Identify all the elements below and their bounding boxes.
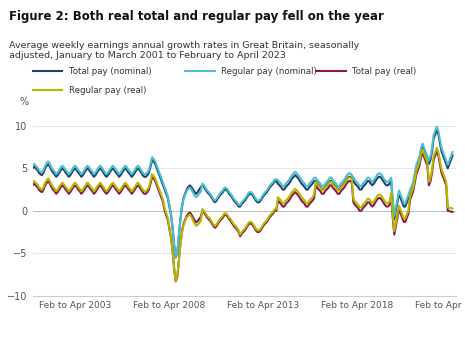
Text: Regular pay (nominal): Regular pay (nominal) — [221, 67, 317, 76]
Text: Figure 2: Both real total and regular pay fell on the year: Figure 2: Both real total and regular pa… — [9, 10, 384, 23]
Text: Regular pay (real): Regular pay (real) — [68, 86, 146, 95]
Text: Average weekly earnings annual growth rates in Great Britain, seasonally
adjuste: Average weekly earnings annual growth ra… — [9, 41, 359, 60]
Text: %: % — [19, 97, 28, 107]
Text: Total pay (real): Total pay (real) — [352, 67, 416, 76]
Text: Total pay (nominal): Total pay (nominal) — [68, 67, 151, 76]
